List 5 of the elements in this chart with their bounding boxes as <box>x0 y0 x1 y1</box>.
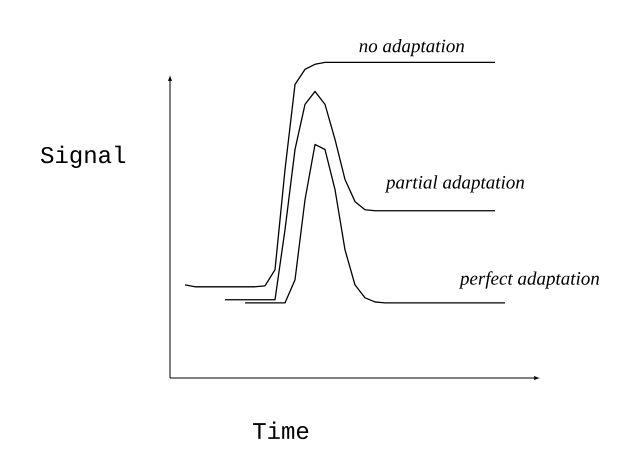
series-label: perfect adaptation <box>458 271 600 289</box>
x-axis-title: Time <box>253 422 308 440</box>
series-label: partial adaptation <box>384 175 524 193</box>
y-axis-title: Signal <box>40 146 126 168</box>
series-label: no adaptation <box>359 38 464 56</box>
